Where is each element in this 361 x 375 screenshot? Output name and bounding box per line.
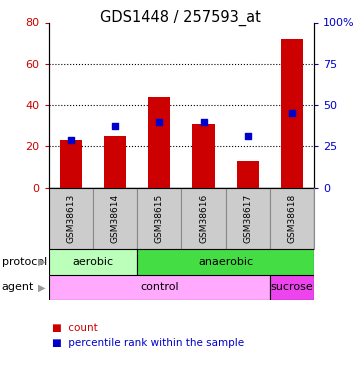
- Bar: [270, 275, 314, 300]
- Bar: [104, 136, 126, 188]
- Text: agent: agent: [2, 282, 34, 292]
- Text: GSM38617: GSM38617: [243, 194, 252, 243]
- Point: [112, 123, 118, 129]
- Text: sucrose: sucrose: [271, 282, 313, 292]
- Text: protocol: protocol: [2, 257, 47, 267]
- Bar: [137, 188, 182, 249]
- Bar: [226, 188, 270, 249]
- Point: [156, 118, 162, 124]
- Text: ▶: ▶: [38, 282, 45, 292]
- Text: aerobic: aerobic: [73, 257, 113, 267]
- Text: ■  percentile rank within the sample: ■ percentile rank within the sample: [52, 338, 244, 348]
- Bar: [148, 97, 170, 188]
- Bar: [93, 188, 137, 249]
- Text: GSM38615: GSM38615: [155, 194, 164, 243]
- Bar: [60, 140, 82, 188]
- Bar: [192, 124, 214, 188]
- Text: GSM38618: GSM38618: [287, 194, 296, 243]
- Text: GSM38616: GSM38616: [199, 194, 208, 243]
- Text: ■  count: ■ count: [52, 323, 98, 333]
- Text: control: control: [140, 282, 179, 292]
- Bar: [281, 39, 303, 188]
- Bar: [270, 188, 314, 249]
- Text: ▶: ▶: [38, 257, 45, 267]
- Text: GSM38614: GSM38614: [110, 194, 119, 243]
- Point: [201, 118, 206, 124]
- Bar: [237, 160, 259, 188]
- Bar: [49, 275, 270, 300]
- Text: GSM38613: GSM38613: [66, 194, 75, 243]
- Bar: [49, 249, 137, 274]
- Point: [289, 110, 295, 116]
- Bar: [49, 188, 93, 249]
- Point: [68, 136, 74, 142]
- Bar: [181, 188, 226, 249]
- Text: anaerobic: anaerobic: [198, 257, 253, 267]
- Bar: [137, 249, 314, 274]
- Text: GDS1448 / 257593_at: GDS1448 / 257593_at: [100, 9, 261, 26]
- Point: [245, 134, 251, 140]
